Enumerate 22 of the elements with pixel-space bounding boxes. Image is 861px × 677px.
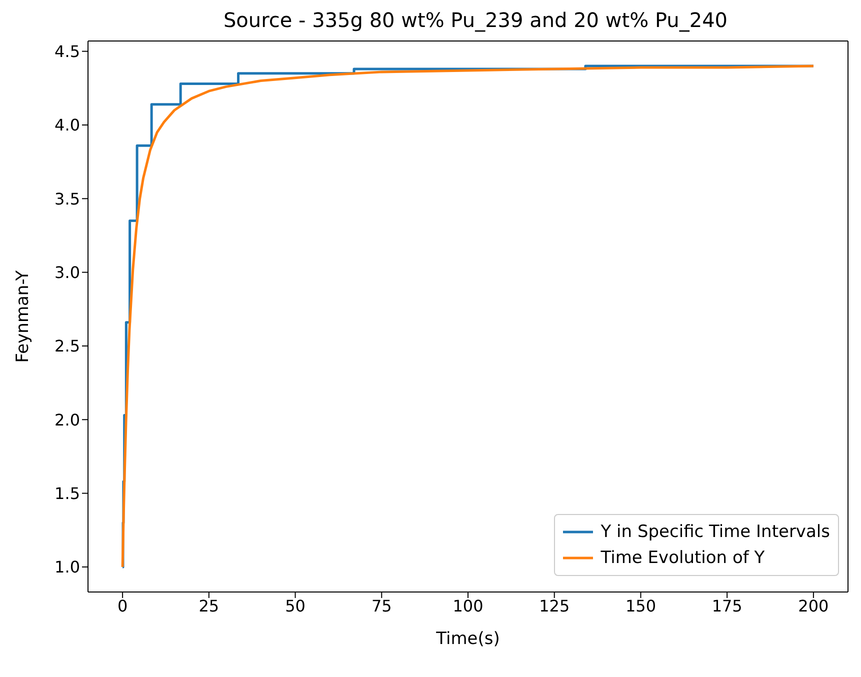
y-tick-label: 2.5 [54,336,80,356]
x-tick-label: 75 [371,596,392,616]
y-tick-label: 1.0 [54,558,80,577]
x-tick-label: 125 [539,596,570,616]
x-tick-label: 175 [712,596,742,616]
legend-label: Time Evolution of Y [600,548,765,568]
y-tick-label: 4.5 [54,42,80,61]
x-tick-label: 0 [117,596,128,616]
x-tick-label: 100 [452,596,484,616]
y-tick-label: 4.0 [54,116,80,135]
y-axis-title: Feynman-Y [13,270,34,363]
y-tick-label: 3.5 [54,189,80,208]
y-tick-label: 1.5 [54,484,80,503]
x-tick-label: 200 [798,596,829,616]
y-tick-label: 2.0 [54,410,80,430]
x-tick-label: 25 [198,596,220,616]
chart-title: Source - 335g 80 wt% Pu_239 and 20 wt% Pu_240 [222,8,729,32]
x-tick-label: 150 [625,596,656,616]
x-axis-title: Time(s) [435,629,500,649]
y-tick-label: 3.0 [54,262,80,282]
x-tick-label: 50 [285,596,306,616]
legend-label: Y in Specific Time Intervals [600,522,830,542]
